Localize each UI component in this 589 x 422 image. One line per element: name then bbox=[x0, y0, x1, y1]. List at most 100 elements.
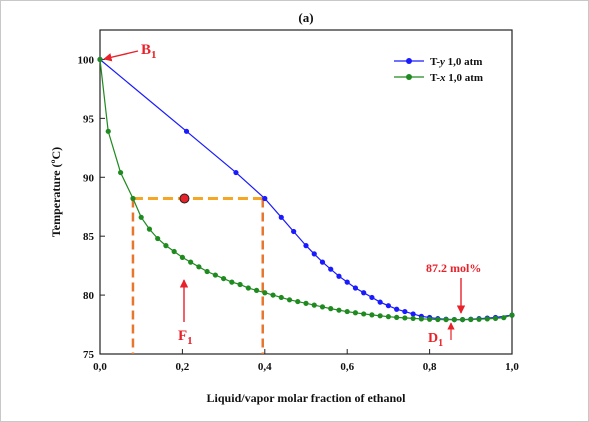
series-1-point bbox=[344, 308, 350, 315]
series-0-point bbox=[369, 294, 375, 301]
d1-label: D1 bbox=[428, 331, 443, 349]
series-1-point bbox=[171, 248, 177, 255]
x-tick-label: 0,6 bbox=[340, 361, 354, 373]
series-0-point bbox=[328, 266, 334, 272]
x-tick-label: 0,4 bbox=[258, 361, 272, 373]
series-1-point bbox=[155, 235, 161, 242]
feed-point bbox=[179, 193, 190, 204]
series-1-point bbox=[229, 279, 235, 285]
series-0-point bbox=[377, 299, 383, 305]
annotation-b1: B1 bbox=[103, 42, 157, 62]
legend: T-y 1,0 atm T-x 1,0 atm bbox=[394, 56, 483, 84]
series-1-point bbox=[410, 315, 416, 322]
series-1-point bbox=[377, 313, 383, 319]
x-tick-label: 0,8 bbox=[423, 361, 437, 373]
series-0-point bbox=[336, 273, 342, 279]
y-tick-label: 85 bbox=[83, 231, 95, 243]
y-axis-label: Temperature (ºC) bbox=[49, 147, 63, 237]
series-1-point bbox=[278, 294, 284, 301]
series-1-point bbox=[146, 226, 153, 232]
legend-marker-tx bbox=[406, 74, 412, 80]
series-1-point bbox=[237, 281, 243, 288]
series-1-point bbox=[130, 195, 136, 202]
series-1-point bbox=[361, 311, 367, 317]
series-1-point bbox=[418, 316, 424, 322]
series-1-point bbox=[468, 316, 474, 323]
series-0-point bbox=[291, 228, 297, 235]
series-1-point bbox=[163, 243, 169, 249]
series-1-point bbox=[459, 316, 466, 323]
azeotrope-label: 87.2 mol% bbox=[426, 261, 481, 275]
y-tick-label: 95 bbox=[83, 113, 95, 125]
series-1-point bbox=[295, 298, 301, 305]
y-tick-label: 80 bbox=[83, 290, 95, 302]
annotation-f1: F1 bbox=[178, 279, 193, 347]
y-tick-label: 90 bbox=[83, 172, 95, 184]
b1-label: B1 bbox=[141, 42, 157, 61]
series-0-point bbox=[183, 128, 190, 134]
series-1-point bbox=[394, 314, 400, 320]
x-tick-label: 1,0 bbox=[505, 361, 519, 373]
series-1-point bbox=[212, 272, 218, 278]
series-line-1 bbox=[99, 59, 513, 321]
series-line-0 bbox=[99, 59, 513, 321]
legend-label-ty: T-y 1,0 atm bbox=[430, 56, 482, 68]
series-1-point bbox=[221, 275, 227, 282]
series-1-point bbox=[492, 315, 499, 322]
b1-arrow bbox=[103, 50, 139, 62]
x-tick-label: 0,2 bbox=[176, 361, 190, 373]
series-0-point bbox=[278, 214, 284, 220]
series-1-point bbox=[369, 312, 375, 318]
series-1-point bbox=[328, 306, 334, 312]
series-1-point bbox=[105, 128, 111, 134]
series-1-point bbox=[484, 316, 490, 322]
series-layer bbox=[97, 56, 515, 323]
series-1-point bbox=[188, 259, 194, 265]
series-1-point bbox=[435, 316, 441, 323]
series-1-point bbox=[245, 285, 251, 291]
series-0-point bbox=[311, 251, 317, 257]
series-0-point bbox=[262, 195, 268, 202]
series-1-point bbox=[262, 290, 268, 296]
series-1-point bbox=[402, 315, 408, 321]
series-1-point bbox=[303, 300, 309, 306]
series-1-point bbox=[336, 307, 342, 313]
legend-label-tx: T-x 1,0 atm bbox=[430, 72, 483, 84]
legend-marker-ty bbox=[406, 58, 412, 64]
y-tick-label: 75 bbox=[83, 349, 95, 361]
series-1-point bbox=[270, 292, 276, 298]
series-1-point bbox=[179, 254, 185, 260]
plot-area bbox=[99, 29, 513, 355]
annotation-d1: D1 bbox=[428, 322, 455, 349]
series-1-point bbox=[319, 304, 326, 310]
series-0-point bbox=[344, 279, 350, 285]
series-0-point bbox=[319, 259, 326, 265]
series-0-point bbox=[402, 308, 408, 315]
series-1-point bbox=[196, 264, 202, 270]
series-1-point bbox=[427, 316, 433, 322]
series-0-point bbox=[410, 311, 416, 317]
tie-line-group bbox=[131, 193, 264, 354]
chart-title: (a) bbox=[298, 10, 313, 25]
series-1-point bbox=[443, 316, 449, 323]
series-1-point bbox=[501, 315, 507, 321]
series-1-point bbox=[97, 56, 103, 63]
series-0-point bbox=[233, 169, 239, 176]
series-1-point bbox=[253, 287, 260, 293]
series-1-point bbox=[286, 297, 293, 303]
series-1-point bbox=[509, 312, 515, 318]
series-1-point bbox=[476, 316, 482, 322]
series-0-point bbox=[361, 290, 367, 296]
series-1-point bbox=[138, 214, 144, 220]
series-1-point bbox=[118, 169, 124, 176]
x-tick-label: 0,0 bbox=[93, 361, 107, 373]
series-1-point bbox=[204, 268, 210, 275]
series-1-point bbox=[385, 314, 391, 320]
series-0-point bbox=[303, 243, 309, 249]
f1-label: F1 bbox=[178, 328, 193, 347]
y-tick-label: 100 bbox=[78, 54, 95, 66]
series-1-point bbox=[352, 310, 359, 316]
series-0-point bbox=[385, 303, 391, 309]
